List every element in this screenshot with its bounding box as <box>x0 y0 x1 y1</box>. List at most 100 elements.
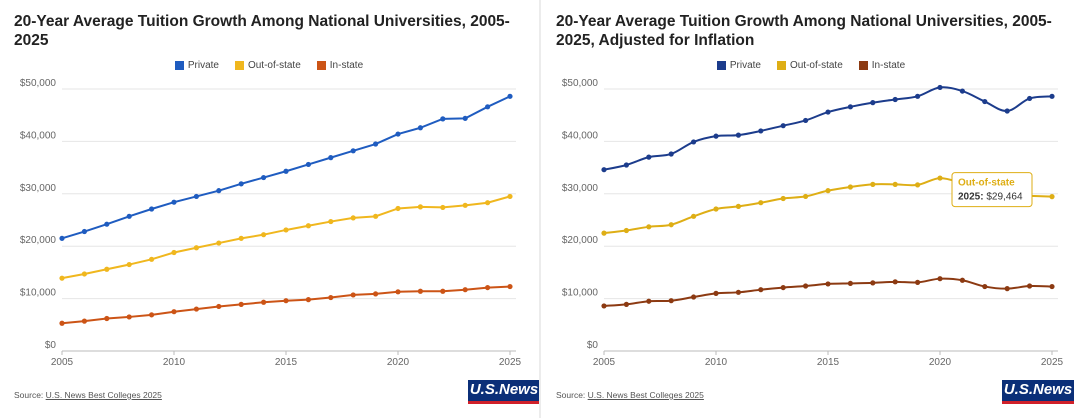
data-point-in-state <box>1004 286 1010 292</box>
legend-item-out-of-state[interactable]: Out-of-state <box>234 60 301 71</box>
source-prefix: Source: <box>556 390 588 400</box>
data-point-in-state <box>59 320 65 326</box>
data-point-out-of-state <box>305 223 311 229</box>
data-point-out-of-state <box>350 215 356 221</box>
y-tick-label: $50,000 <box>20 78 57 89</box>
data-point-in-state <box>668 298 674 304</box>
data-point-in-state <box>1049 283 1055 290</box>
legend-item-private[interactable]: Private <box>174 60 219 71</box>
legend-label-private: Private <box>729 60 761 71</box>
data-point-out-of-state <box>126 261 132 268</box>
chart-title: 20-Year Average Tuition Growth Among Nat… <box>556 13 1052 49</box>
data-point-in-state <box>149 312 155 318</box>
data-point-private <box>104 221 110 227</box>
data-point-out-of-state <box>713 206 719 212</box>
data-point-in-state <box>623 301 629 307</box>
legend-item-private[interactable]: Private <box>716 60 761 71</box>
data-point-private <box>328 155 334 161</box>
data-point-in-state <box>601 303 607 309</box>
usnews-logo: U.S.News <box>468 380 540 404</box>
y-tick-label: $30,000 <box>20 183 57 194</box>
data-point-private <box>507 93 513 99</box>
data-point-in-state <box>937 276 943 282</box>
y-tick-label: $0 <box>587 340 599 351</box>
panel-divider <box>539 0 541 418</box>
data-point-private <box>758 128 764 134</box>
tooltip-value: 2025: $29,464 <box>958 192 1023 203</box>
data-point-in-state <box>305 297 311 303</box>
chart-legend: Private Out-of-state In-state <box>542 60 1080 71</box>
data-point-in-state <box>485 284 491 291</box>
data-point-in-state <box>171 309 177 315</box>
data-point-private <box>485 104 491 110</box>
legend-item-out-of-state[interactable]: Out-of-state <box>776 60 843 71</box>
data-point-out-of-state <box>803 193 809 200</box>
x-tick-label: 2010 <box>705 357 728 368</box>
data-point-out-of-state <box>937 175 943 181</box>
x-tick-label: 2010 <box>163 357 186 368</box>
data-point-private <box>283 168 289 174</box>
data-point-in-state <box>395 289 401 295</box>
data-point-out-of-state <box>238 235 244 241</box>
chart-panel-inflation-adjusted: 20-Year Average Tuition Growth Among Nat… <box>542 0 1080 418</box>
legend-swatch-in-state <box>316 61 326 70</box>
data-point-out-of-state <box>149 256 155 262</box>
data-point-private <box>81 228 87 235</box>
tooltip-box <box>951 172 1033 208</box>
legend-swatch-out-of-state <box>234 61 244 70</box>
x-tick-label: 2020 <box>387 357 410 368</box>
data-point-in-state <box>982 283 988 290</box>
x-tick-label: 2015 <box>275 357 298 368</box>
data-point-in-state <box>825 281 831 287</box>
data-point-out-of-state <box>373 213 379 219</box>
data-point-in-state <box>507 283 513 290</box>
data-point-in-state <box>780 284 786 291</box>
line-chart-plot[interactable]: $0 $10,000 $20,000 $30,000 $40,000 $50,000 200… <box>542 70 1080 370</box>
data-point-private <box>847 104 853 110</box>
data-point-out-of-state <box>507 193 513 200</box>
data-point-out-of-state <box>104 266 110 272</box>
data-point-in-state <box>261 299 267 305</box>
data-point-in-state <box>81 318 87 324</box>
x-tick-label: 2005 <box>51 357 74 368</box>
data-point-in-state <box>350 292 356 298</box>
data-point-private <box>350 148 356 154</box>
source-link[interactable]: U.S. News Best Colleges 2025 <box>587 390 704 400</box>
usnews-logo: U.S.News <box>1002 380 1074 404</box>
data-point-out-of-state <box>825 188 831 194</box>
data-point-in-state <box>959 277 965 283</box>
data-point-private <box>959 88 965 94</box>
source-link[interactable]: U.S. News Best Colleges 2025 <box>45 390 162 400</box>
data-point-in-state <box>735 289 741 295</box>
y-tick-label: $40,000 <box>20 130 57 141</box>
data-point-out-of-state <box>59 275 65 281</box>
legend-item-in-state[interactable]: In-state <box>316 60 364 71</box>
data-point-in-state <box>892 279 898 285</box>
data-point-out-of-state <box>892 181 898 187</box>
x-tick-label: 2005 <box>593 357 616 368</box>
source-note: Source: U.S. News Best Colleges 2025 <box>556 390 704 400</box>
data-point-private <box>216 188 222 194</box>
chart-title: 20-Year Average Tuition Growth Among Nat… <box>14 13 510 49</box>
data-point-private <box>623 162 629 168</box>
data-point-out-of-state <box>758 200 764 206</box>
data-point-in-state <box>758 287 764 293</box>
data-point-in-state <box>104 315 110 322</box>
data-point-out-of-state <box>440 204 446 211</box>
data-point-in-state <box>915 279 921 285</box>
tooltip: Out-of-state 2025: $29,464 <box>951 172 1033 208</box>
tooltip-series: Out-of-state <box>958 178 1015 189</box>
data-point-out-of-state <box>216 240 222 246</box>
data-point-private <box>825 109 831 115</box>
data-point-private <box>171 199 177 205</box>
legend-label-in-state: In-state <box>329 60 364 71</box>
line-chart-plot[interactable]: $0 $10,000 $20,000 $30,000 $40,000 $50,000 200… <box>0 70 538 370</box>
data-point-private <box>646 154 652 160</box>
data-point-in-state <box>193 306 199 312</box>
data-point-out-of-state <box>915 182 921 188</box>
x-tick-label: 2025 <box>1041 357 1064 368</box>
data-point-private <box>870 100 876 106</box>
data-point-out-of-state <box>691 213 697 219</box>
data-point-private <box>668 151 674 157</box>
legend-item-in-state[interactable]: In-state <box>858 60 905 71</box>
